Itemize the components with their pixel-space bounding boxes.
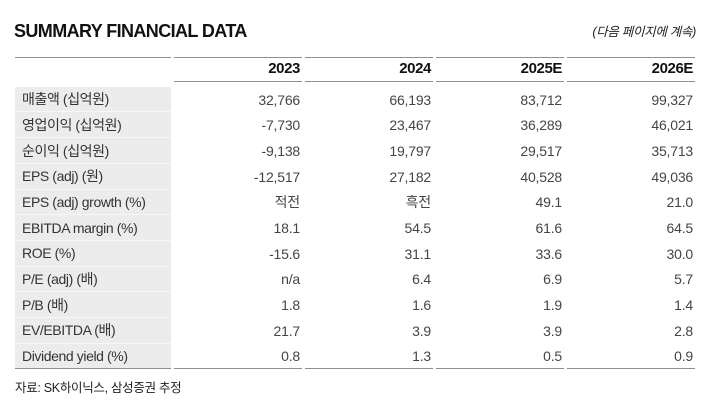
cell-value: n/a	[281, 271, 300, 288]
table-body: 매출액 (십억원) 32,766 66,193 83,712 99,327 영업…	[15, 82, 695, 370]
table-row: ROE (%) -15.6 31.1 33.6 30.0	[15, 240, 695, 267]
table-row: 순이익 (십억원) -9,138 19,797 29,517 35,713	[15, 138, 695, 164]
row-label: P/E (adj) (배)	[15, 266, 171, 293]
cell-value: 1.4	[674, 297, 693, 314]
row-label: 순이익 (십억원)	[15, 138, 171, 164]
cell-value: 64.5	[666, 220, 694, 237]
table-row: EV/EBITDA (배) 21.7 3.9 3.9 2.8	[15, 317, 695, 344]
cell-value: -15.6	[269, 245, 300, 262]
page-header: SUMMARY FINANCIAL DATA (다음 페이지에 계속)	[14, 20, 697, 42]
row-label: 매출액 (십억원)	[15, 86, 171, 113]
cell-value: 49,036	[651, 168, 693, 185]
continuation-note: (다음 페이지에 계속)	[592, 25, 696, 39]
cell-value: 27,182	[389, 168, 431, 185]
cell-value: -12,517	[253, 168, 300, 185]
cell-value: 35,713	[651, 143, 693, 160]
cell-value: 33.6	[535, 245, 563, 262]
cell-value: 3.9	[412, 322, 431, 339]
cell-value: 40,528	[520, 168, 562, 185]
cell-value: 1.6	[412, 297, 431, 314]
cell-value: 흑전	[405, 194, 432, 211]
row-label: EPS (adj) growth (%)	[15, 189, 171, 216]
cell-value: 21.7	[273, 322, 301, 339]
cell-value: 66,193	[389, 91, 431, 108]
table-row: EPS (adj) growth (%) 적전 흑전 49.1 21.0	[15, 189, 695, 216]
source-note: 자료: SK하이닉스, 삼성증권 추정	[15, 381, 182, 396]
cell-value: 32,766	[258, 91, 300, 108]
financial-summary-table: 2023 2024 2025E 2026E 매출액 (십억원) 32,766 6…	[12, 56, 698, 370]
table-row: EPS (adj) (원) -12,517 27,182 40,528 49,0…	[15, 163, 695, 190]
row-label: EPS (adj) (원)	[15, 163, 171, 190]
col-header-2023: 2023	[174, 56, 302, 82]
cell-value: 6.9	[543, 271, 562, 288]
cell-value: 3.9	[543, 322, 562, 339]
cell-value: 1.8	[281, 297, 300, 314]
cell-value: 49.1	[535, 194, 563, 211]
cell-value: 46,021	[651, 117, 693, 134]
col-header-2024: 2024	[305, 56, 433, 82]
cell-value: 0.5	[436, 344, 564, 370]
cell-value: 19,797	[389, 143, 431, 160]
table-row: P/E (adj) (배) n/a 6.4 6.9 5.7	[15, 266, 695, 293]
row-label: P/B (배)	[15, 292, 171, 318]
table-row: 매출액 (십억원) 32,766 66,193 83,712 99,327	[15, 86, 695, 113]
cell-value: 61.6	[535, 220, 563, 237]
cell-value: 23,467	[389, 117, 431, 134]
cell-value: -9,138	[261, 143, 301, 160]
cell-value: 6.4	[412, 271, 431, 288]
table-header-row: 2023 2024 2025E 2026E	[15, 56, 695, 82]
cell-value: 0.9	[567, 344, 695, 370]
cell-value: 29,517	[520, 143, 562, 160]
cell-value: 99,327	[651, 91, 693, 108]
col-header-blank	[15, 56, 171, 82]
cell-value: 36,289	[520, 117, 562, 134]
cell-value: 적전	[274, 194, 301, 211]
cell-value: 18.1	[273, 220, 301, 237]
row-label: EV/EBITDA (배)	[15, 317, 171, 344]
cell-value: 83,712	[520, 91, 562, 108]
cell-value: 54.5	[404, 220, 432, 237]
row-label: ROE (%)	[15, 240, 171, 267]
table-row: EBITDA margin (%) 18.1 54.5 61.6 64.5	[15, 215, 695, 241]
cell-value: 30.0	[666, 245, 694, 262]
cell-value: 2.8	[674, 322, 693, 339]
table-row: 영업이익 (십억원) -7,730 23,467 36,289 46,021	[15, 112, 695, 139]
cell-value: 1.3	[305, 344, 433, 370]
table-row: Dividend yield (%) 0.8 1.3 0.5 0.9	[15, 343, 695, 370]
col-header-2025e: 2025E	[436, 56, 564, 82]
row-label: EBITDA margin (%)	[15, 215, 171, 241]
cell-value: 21.0	[666, 194, 694, 211]
page-title: SUMMARY FINANCIAL DATA	[14, 21, 247, 41]
col-header-2026e: 2026E	[567, 56, 695, 82]
table-row: P/B (배) 1.8 1.6 1.9 1.4	[15, 292, 695, 318]
cell-value: 31.1	[404, 245, 432, 262]
cell-value: 5.7	[674, 271, 693, 288]
row-label: Dividend yield (%)	[15, 343, 171, 370]
row-label: 영업이익 (십억원)	[15, 112, 171, 139]
cell-value: 0.8	[174, 344, 302, 370]
cell-value: 1.9	[543, 297, 562, 314]
cell-value: -7,730	[261, 117, 301, 134]
